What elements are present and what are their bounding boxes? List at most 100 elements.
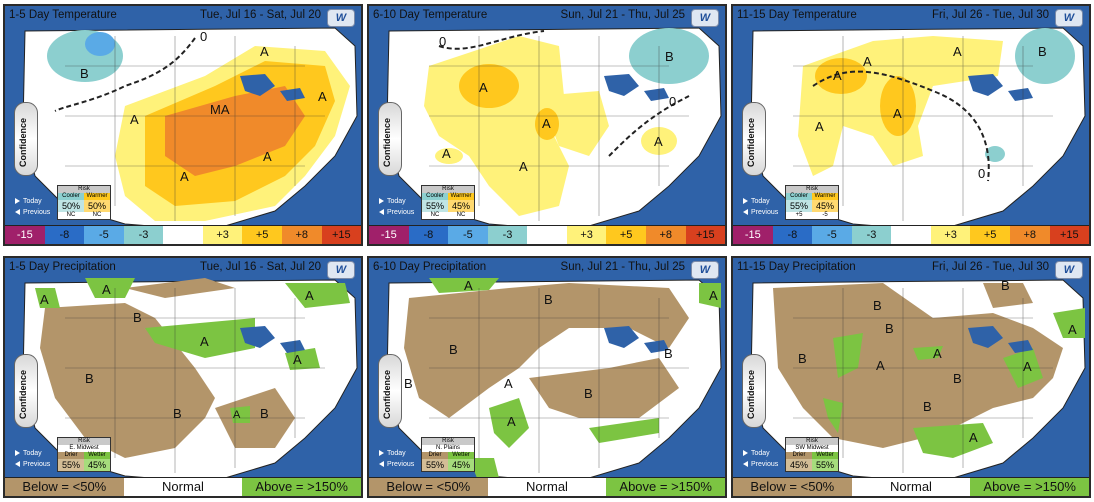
legend-minus15: -15 xyxy=(5,226,45,244)
legend-plus15: +15 xyxy=(321,226,361,244)
map-label: A xyxy=(709,288,718,303)
legend-plus15: +15 xyxy=(1049,226,1089,244)
legend-plus3: +3 xyxy=(930,226,971,244)
risk-value-wetter: 45% xyxy=(448,459,474,471)
map-label: B xyxy=(665,49,674,64)
previous-label: Previous xyxy=(23,209,51,216)
risk-region: N. Plains xyxy=(422,445,474,452)
confidence-label: Confidence xyxy=(746,117,756,167)
confidence-slider[interactable]: Confidence xyxy=(14,102,38,176)
today-label: Today xyxy=(751,198,770,205)
confidence-slider[interactable]: Confidence xyxy=(378,354,402,428)
risk-header: Risk xyxy=(786,438,838,445)
today-button[interactable]: Today xyxy=(15,450,42,457)
back-icon xyxy=(15,209,20,216)
risk-label-drier: Drier xyxy=(786,452,812,459)
risk-header: Risk xyxy=(58,186,110,193)
legend-below: Below = <50% xyxy=(369,478,488,496)
play-icon xyxy=(379,198,384,205)
today-button[interactable]: Today xyxy=(379,450,406,457)
legend-normal xyxy=(163,226,203,244)
map-label: B xyxy=(798,351,807,366)
map-label: A xyxy=(180,169,189,184)
today-button[interactable]: Today xyxy=(743,198,770,205)
legend-below: Below = <50% xyxy=(733,478,852,496)
map-label: A xyxy=(876,358,885,373)
map-label: B xyxy=(449,342,458,357)
previous-button[interactable]: Previous xyxy=(379,209,414,216)
risk-label-cooler: Cooler xyxy=(58,193,84,200)
legend-minus3: -3 xyxy=(123,226,164,244)
risk-label-wetter: Wetter xyxy=(812,452,838,459)
legend-normal: Normal xyxy=(851,478,971,496)
map-label: A xyxy=(318,89,327,104)
risk-value-drier: 55% xyxy=(58,459,84,471)
risk-label-warmer: Warmer xyxy=(812,193,838,200)
today-label: Today xyxy=(387,198,406,205)
legend-plus8: +8 xyxy=(281,226,322,244)
legend-plus5: +5 xyxy=(606,226,646,244)
logo-icon: W xyxy=(327,261,355,279)
legend-minus8: -8 xyxy=(408,226,449,244)
precip-panel-6-10-day: A B B B A A B B A 6-10 Day Precipitation… xyxy=(367,256,727,498)
back-icon xyxy=(743,461,748,468)
precip-legend: Below = <50% Normal Above = >150% xyxy=(5,477,361,496)
map-label: A xyxy=(200,334,209,349)
legend-plus5: +5 xyxy=(242,226,282,244)
risk-label-wetter: Wetter xyxy=(84,452,110,459)
risk-value-warmer: 45% xyxy=(812,200,838,212)
logo-icon: W xyxy=(691,261,719,279)
play-icon xyxy=(743,450,748,457)
map-label: A xyxy=(40,292,49,307)
previous-button[interactable]: Previous xyxy=(743,461,778,468)
previous-button[interactable]: Previous xyxy=(15,209,50,216)
temp-panel-6-10-day: A A A A A B 0 0 6-10 Day Temperature Sun… xyxy=(367,4,727,246)
today-button[interactable]: Today xyxy=(743,450,770,457)
risk-label-drier: Drier xyxy=(58,452,84,459)
legend-above: Above = >150% xyxy=(242,478,361,496)
legend-minus5: -5 xyxy=(84,226,124,244)
previous-button[interactable]: Previous xyxy=(379,461,414,468)
map-label: 0 xyxy=(669,94,676,109)
map-label: A xyxy=(233,409,241,421)
confidence-slider[interactable]: Confidence xyxy=(14,354,38,428)
previous-button[interactable]: Previous xyxy=(743,209,778,216)
legend-minus5: -5 xyxy=(812,226,852,244)
today-label: Today xyxy=(751,450,770,457)
previous-button[interactable]: Previous xyxy=(15,461,50,468)
today-button[interactable]: Today xyxy=(15,198,42,205)
confidence-slider[interactable]: Confidence xyxy=(378,102,402,176)
map-label: A xyxy=(102,282,111,297)
legend-minus15: -15 xyxy=(733,226,773,244)
risk-box: Risk Cooler Warmer 55% 45% +5 -5 xyxy=(785,185,839,220)
confidence-label: Confidence xyxy=(382,369,392,419)
map-label: B xyxy=(885,321,894,336)
map-label: A xyxy=(519,159,528,174)
risk-value-warmer: 50% xyxy=(84,200,110,212)
confidence-slider[interactable]: Confidence xyxy=(742,102,766,176)
map-label: B xyxy=(584,386,593,401)
map-label: A xyxy=(953,44,962,59)
map-label: A xyxy=(263,149,272,164)
temp-panel-11-15-day: A A A A A B 0 11-15 Day Temperature Fri,… xyxy=(731,4,1091,246)
legend-plus8: +8 xyxy=(645,226,686,244)
risk-label-cooler: Cooler xyxy=(786,193,812,200)
risk-foot-right: -5 xyxy=(822,212,828,218)
map-label: 0 xyxy=(439,34,446,49)
today-label: Today xyxy=(23,198,42,205)
risk-box: Risk SW Midwest Drier Wetter 45% 55% xyxy=(785,437,839,472)
map-label: B xyxy=(953,371,962,386)
play-icon xyxy=(15,450,20,457)
confidence-label: Confidence xyxy=(18,369,28,419)
confidence-slider[interactable]: Confidence xyxy=(742,354,766,428)
legend-normal: Normal xyxy=(487,478,607,496)
map-label: A xyxy=(260,44,269,59)
precip-legend: Below = <50% Normal Above = >150% xyxy=(369,477,725,496)
today-button[interactable]: Today xyxy=(379,198,406,205)
map-label: A xyxy=(507,414,516,429)
map-label: B xyxy=(80,66,89,81)
risk-foot-left: +5 xyxy=(795,212,803,218)
risk-value-cooler: 55% xyxy=(422,200,448,212)
legend-normal: Normal xyxy=(123,478,243,496)
risk-header: Risk xyxy=(786,186,838,193)
